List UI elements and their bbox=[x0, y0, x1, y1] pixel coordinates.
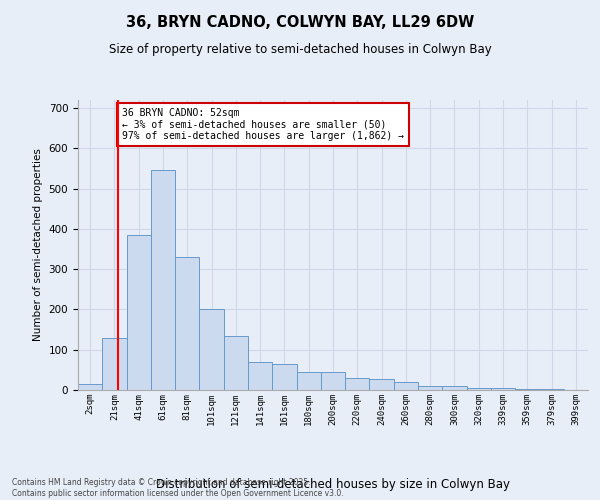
Bar bbox=[175, 257, 199, 390]
X-axis label: Distribution of semi-detached houses by size in Colwyn Bay: Distribution of semi-detached houses by … bbox=[156, 478, 510, 491]
Bar bbox=[296, 372, 321, 390]
Bar bbox=[248, 362, 272, 390]
Bar bbox=[321, 372, 345, 390]
Bar bbox=[491, 388, 515, 390]
Bar bbox=[272, 364, 296, 390]
Text: Contains HM Land Registry data © Crown copyright and database right 2025.
Contai: Contains HM Land Registry data © Crown c… bbox=[12, 478, 344, 498]
Bar bbox=[345, 378, 370, 390]
Bar bbox=[442, 386, 467, 390]
Bar bbox=[127, 235, 151, 390]
Y-axis label: Number of semi-detached properties: Number of semi-detached properties bbox=[33, 148, 43, 342]
Bar bbox=[151, 170, 175, 390]
Text: Size of property relative to semi-detached houses in Colwyn Bay: Size of property relative to semi-detach… bbox=[109, 42, 491, 56]
Text: 36 BRYN CADNO: 52sqm
← 3% of semi-detached houses are smaller (50)
97% of semi-d: 36 BRYN CADNO: 52sqm ← 3% of semi-detach… bbox=[122, 108, 404, 142]
Bar bbox=[515, 389, 539, 390]
Bar bbox=[467, 388, 491, 390]
Bar bbox=[102, 338, 127, 390]
Bar bbox=[539, 389, 564, 390]
Bar bbox=[418, 386, 442, 390]
Bar bbox=[224, 336, 248, 390]
Bar bbox=[370, 378, 394, 390]
Text: 36, BRYN CADNO, COLWYN BAY, LL29 6DW: 36, BRYN CADNO, COLWYN BAY, LL29 6DW bbox=[126, 15, 474, 30]
Bar bbox=[199, 310, 224, 390]
Bar bbox=[78, 384, 102, 390]
Bar bbox=[394, 382, 418, 390]
